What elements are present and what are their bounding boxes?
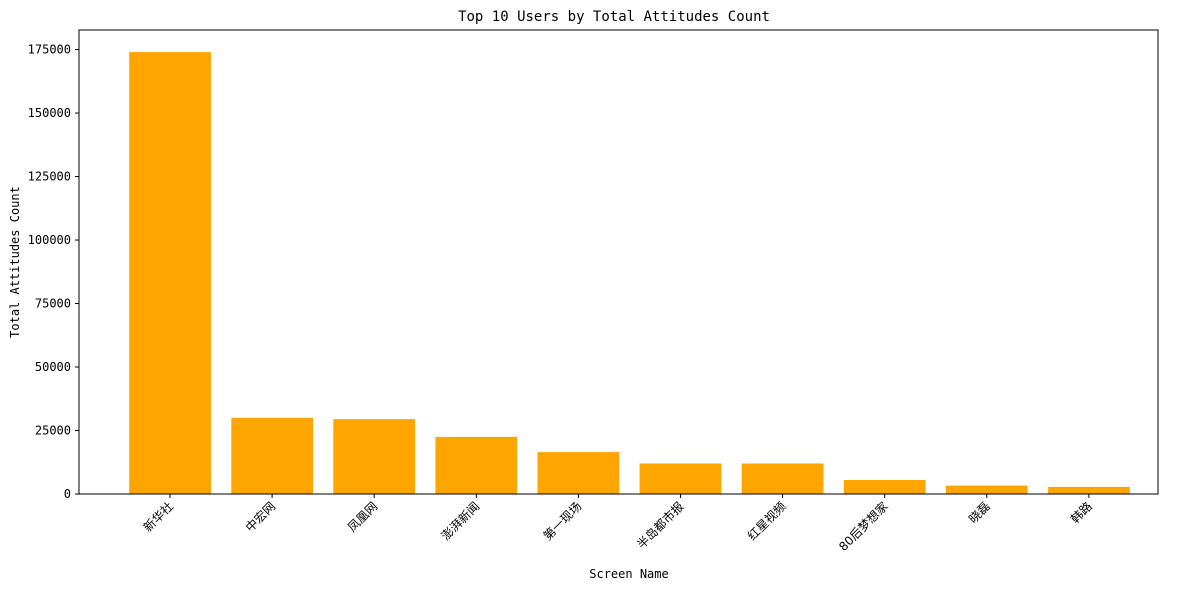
bar-9 — [945, 485, 1028, 494]
x-tick-label: 晓磊 — [966, 499, 993, 526]
y-tick-label: 150000 — [28, 106, 71, 120]
y-tick-label: 0 — [64, 487, 71, 501]
x-tick-label: 80后梦想家 — [835, 499, 890, 554]
x-tick-label: 红星视频 — [744, 499, 789, 544]
chart-title: Top 10 Users by Total Attitudes Count — [458, 9, 770, 25]
y-tick-label: 175000 — [28, 43, 71, 57]
x-axis-label: Screen Name — [589, 567, 668, 581]
x-tick-label: 第一现场 — [541, 499, 585, 543]
bar-8 — [843, 480, 926, 494]
x-tick-label: 半岛都市报 — [634, 499, 687, 552]
y-axis-label: Total Attitudes Count — [8, 186, 22, 338]
bar-10 — [1048, 486, 1130, 494]
bars-group — [129, 52, 1130, 494]
x-tick-label: 澎湃新闻 — [438, 499, 483, 544]
x-tick-label: 中宏网 — [242, 499, 278, 535]
x-tick-label: 凤凰网 — [345, 499, 380, 534]
x-axis-ticks: 新华社 中宏网 凤凰网 澎湃新闻 第一现场 半岛都市报 红星视频 80后梦想家 晓磊 韩路 — [140, 494, 1095, 554]
x-tick-label: 韩路 — [1067, 499, 1095, 527]
x-tick-label: 新华社 — [140, 499, 176, 535]
bar-3 — [333, 419, 415, 494]
bar-1 — [129, 52, 211, 494]
y-tick-label: 25000 — [35, 424, 71, 438]
bar-6 — [639, 463, 722, 494]
y-tick-label: 125000 — [28, 170, 71, 184]
y-axis-ticks: 0 25000 50000 75000 100000 125000 150000 175000 — [28, 43, 79, 501]
bar-2 — [231, 417, 313, 494]
bar-4 — [435, 436, 518, 494]
y-tick-label: 100000 — [28, 233, 71, 247]
plot-frame — [78, 29, 1159, 495]
bar-5 — [537, 452, 620, 494]
y-tick-label: 50000 — [35, 360, 71, 374]
y-tick-label: 75000 — [35, 297, 71, 311]
bar-7 — [741, 463, 824, 494]
